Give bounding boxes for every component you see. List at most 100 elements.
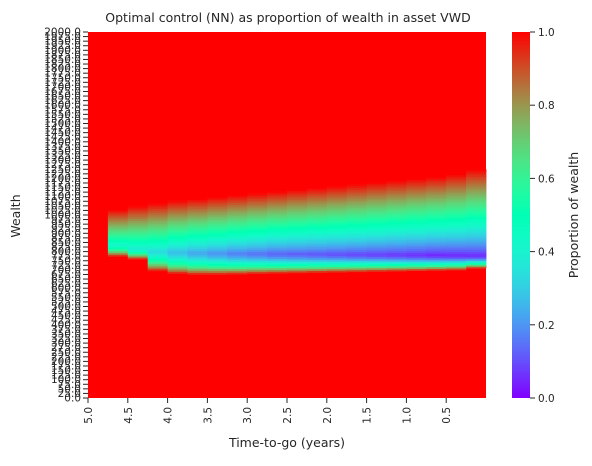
heatmap-cell: [247, 244, 268, 247]
heatmap-cell: [426, 224, 447, 227]
y-tick-label: 1275.0: [44, 159, 81, 171]
heatmap-cell: [426, 189, 447, 192]
heatmap-cell: [267, 223, 288, 227]
heatmap-cell: [287, 232, 308, 235]
heatmap-cell: [207, 252, 228, 255]
heatmap-cell: [386, 201, 407, 204]
heatmap-cell: [386, 265, 407, 268]
heatmap-cell: [406, 245, 427, 248]
heatmap-cell: [426, 220, 447, 224]
heatmap-cell: [466, 255, 487, 258]
y-tick-label: 1550.0: [44, 109, 81, 121]
heatmap-cell: [326, 255, 348, 258]
heatmap-cell: [406, 265, 427, 268]
heatmap-cell: [267, 234, 288, 237]
heatmap-cell: [287, 252, 308, 255]
heatmap-cell: [426, 226, 447, 229]
heatmap-cell: [406, 230, 427, 233]
heatmap-cell: [466, 191, 487, 194]
heatmap-cell: [267, 229, 288, 232]
heatmap-cell: [167, 235, 188, 238]
colorbar-tick-label: 0.4: [538, 247, 555, 259]
heatmap-cell: [346, 189, 367, 192]
heatmap-cell: [187, 265, 208, 268]
y-tick-label: 500.0: [51, 301, 81, 313]
heatmap-cell: [227, 233, 248, 237]
heatmap-cell: [187, 228, 208, 231]
heatmap-cell: [446, 185, 467, 188]
heatmap-cell: [386, 258, 407, 261]
heatmap-cell: [207, 232, 228, 235]
heatmap-cell: [127, 235, 149, 238]
heatmap-cell: [326, 224, 348, 227]
heatmap-cell: [207, 234, 228, 237]
heatmap-cell: [167, 251, 188, 254]
heatmap-cell: [406, 259, 427, 262]
heatmap-cell: [346, 218, 367, 221]
heatmap-cell: [466, 185, 487, 188]
heatmap-cell: [247, 264, 268, 267]
heatmap-cell: [267, 256, 288, 259]
heatmap-cell: [287, 203, 308, 206]
heatmap-cell: [227, 213, 248, 216]
heatmap-cell: [326, 237, 348, 240]
heatmap-cell: [167, 260, 188, 263]
heatmap-cell: [326, 266, 348, 269]
heatmap-cell: [366, 196, 387, 199]
heatmap-cell: [306, 268, 328, 272]
y-tick-label: 675.0: [51, 269, 81, 281]
heatmap-cell: [167, 222, 188, 225]
heatmap-cell: [446, 187, 467, 190]
heatmap-cell: [386, 216, 407, 219]
y-tick-label: 1775.0: [44, 68, 81, 80]
y-tick-label: 625.0: [51, 278, 81, 290]
heatmap-cell: [406, 217, 427, 220]
heatmap-cell: [426, 215, 447, 218]
heatmap-cell: [426, 182, 447, 185]
heatmap-cell: [187, 256, 208, 259]
heatmap-cell: [287, 258, 308, 261]
heatmap-cell: [107, 250, 129, 253]
heatmap-cell: [207, 254, 228, 257]
heatmap-cell: [346, 266, 367, 269]
heatmap-cell: [147, 223, 168, 226]
heatmap-cell: [247, 236, 268, 240]
heatmap-cell: [227, 210, 248, 213]
heatmap-cell: [306, 263, 328, 266]
heatmap-cell: [306, 248, 328, 251]
heatmap-cell: [306, 191, 328, 195]
heatmap-cell: [207, 219, 228, 222]
heatmap-cell: [466, 246, 487, 249]
heatmap-cell: [267, 264, 288, 267]
heatmap-cell: [466, 240, 487, 243]
heatmap-cell: [227, 242, 248, 246]
heatmap-cell: [287, 205, 308, 208]
heatmap-cell: [267, 212, 288, 216]
colorbar-tick-label: 0.6: [538, 173, 555, 185]
heatmap-cell: [107, 209, 129, 211]
heatmap-cell: [346, 225, 367, 229]
heatmap-cell: [386, 267, 407, 270]
heatmap-cell: [227, 235, 248, 238]
y-tick-label: 175.0: [51, 360, 81, 372]
heatmap-cell: [426, 246, 447, 249]
heatmap-cell: [346, 215, 367, 218]
heatmap-cell: [306, 223, 328, 226]
heatmap-cell: [167, 271, 188, 274]
y-tick-label: 25.0: [58, 388, 81, 400]
heatmap-cell: [267, 194, 288, 197]
y-tick-label: 1175.0: [44, 177, 81, 189]
heatmap-cell: [326, 246, 348, 249]
heatmap-cell: [366, 183, 387, 186]
heatmap-cell: [386, 184, 407, 188]
heatmap-cell: [426, 197, 447, 200]
heatmap-cell: [366, 192, 387, 195]
heatmap-cell: [267, 209, 288, 212]
heatmap-cell: [267, 254, 288, 258]
heatmap-cell: [167, 249, 188, 252]
heatmap-cell: [326, 209, 348, 213]
heatmap-cell: [227, 200, 248, 204]
heatmap-cell: [366, 265, 387, 269]
heatmap-cell: [207, 265, 228, 268]
heatmap-cell: [187, 258, 208, 261]
